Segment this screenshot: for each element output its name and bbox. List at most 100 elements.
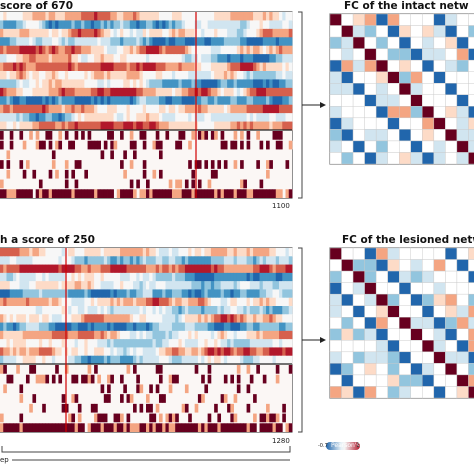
top-activity-cell xyxy=(16,87,20,97)
bottom-activity-cell xyxy=(253,322,257,332)
bottom-activity-cell xyxy=(246,330,251,340)
bottom-fc-title: FC of the lesioned netw xyxy=(342,234,474,246)
top-activity-cell xyxy=(126,20,131,30)
top-activity-cell xyxy=(84,62,88,72)
top-activity-cell xyxy=(201,28,205,38)
top-activity-cell xyxy=(240,96,244,106)
bottom-activity-cell xyxy=(288,314,293,323)
top-activity-cell xyxy=(113,71,118,80)
top-activity-cell xyxy=(171,54,176,63)
bottom-activity-cell xyxy=(275,289,280,299)
bottom-activity-cell xyxy=(32,306,37,315)
bottom-activity-cell xyxy=(204,347,209,357)
top-activity-cell xyxy=(129,87,134,97)
bottom-activity-cell xyxy=(38,314,43,323)
bottom-activity-cell xyxy=(194,264,199,274)
top-activity-cell xyxy=(168,54,173,63)
top-activity-cell xyxy=(97,37,101,47)
top-activity-cell xyxy=(58,121,63,131)
intact-fc-cell xyxy=(341,13,354,26)
top-activity-spike xyxy=(129,179,134,189)
bottom-activity-spike xyxy=(165,413,170,423)
top-activity-cell xyxy=(87,87,92,97)
bottom-activity-cell xyxy=(146,314,150,323)
bottom-activity-cell xyxy=(19,272,24,282)
bottom-activity-spike xyxy=(240,423,244,432)
top-activity-spike xyxy=(16,189,20,198)
top-activity-spike xyxy=(0,140,4,150)
top-activity-cell xyxy=(175,96,179,106)
bottom-activity-cell xyxy=(110,330,114,340)
top-activity-cell xyxy=(90,71,95,80)
bottom-activity-cell xyxy=(146,347,150,357)
bottom-activity-cell xyxy=(100,272,105,282)
lesioned-fc-cell xyxy=(468,374,474,387)
top-activity-spike xyxy=(97,189,101,198)
bottom-activity-cell xyxy=(214,281,218,290)
top-activity-cell xyxy=(249,12,254,21)
bottom-activity-cell xyxy=(84,306,88,315)
lesioned-fc-cell xyxy=(352,282,365,295)
top-activity-cell xyxy=(197,28,202,38)
top-activity-spike xyxy=(97,140,101,150)
bottom-activity-cell xyxy=(165,314,170,323)
bottom-activity-cell xyxy=(74,281,79,290)
top-activity-cell xyxy=(279,96,283,106)
bottom-activity-cell xyxy=(71,281,76,290)
top-activity-spike xyxy=(181,189,186,198)
bottom-activity-cell xyxy=(19,347,24,357)
top-activity-cell xyxy=(123,37,127,47)
bottom-activity-cell xyxy=(188,281,192,290)
top-activity-cell xyxy=(272,20,277,30)
top-activity-cell xyxy=(266,62,270,72)
top-activity-cell xyxy=(100,96,105,106)
top-activity-cell xyxy=(262,45,267,55)
top-activity-cell xyxy=(236,12,241,21)
bottom-activity-cell xyxy=(45,264,50,274)
intact-fc-cell xyxy=(364,13,377,26)
top-activity-spike xyxy=(210,169,215,179)
top-activity-cell xyxy=(71,12,76,21)
bottom-activity-cell xyxy=(51,281,56,290)
bottom-activity-cell xyxy=(210,281,215,290)
top-activity-cell xyxy=(74,121,79,131)
bottom-activity-cell xyxy=(201,289,205,299)
bottom-activity-cell xyxy=(136,330,140,340)
top-activity-cell xyxy=(71,96,76,106)
bottom-activity-cell xyxy=(282,339,286,348)
top-activity-cell xyxy=(68,37,72,47)
top-activity-cell xyxy=(58,28,63,38)
intact-fc-cell xyxy=(329,94,342,107)
top-activity-cell xyxy=(3,121,7,131)
bottom-activity-cell xyxy=(279,289,283,299)
bottom-activity-cell xyxy=(168,272,173,282)
bottom-activity-cell xyxy=(90,355,95,365)
bottom-activity-cell xyxy=(256,248,260,257)
intact-fc-cell xyxy=(456,152,469,165)
bottom-activity-cell xyxy=(227,256,231,265)
top-activity-cell xyxy=(217,96,222,106)
bottom-activity-cell xyxy=(230,339,234,348)
intact-fc-cell xyxy=(387,13,400,26)
bottom-activity-cell xyxy=(256,256,260,265)
bottom-activity-cell xyxy=(16,330,20,340)
bottom-activity-spike xyxy=(152,413,157,423)
bottom-activity-cell xyxy=(272,322,277,332)
bottom-activity-cell xyxy=(133,355,137,365)
bottom-activity-spike xyxy=(168,413,173,423)
top-activity-cell xyxy=(214,113,218,122)
bottom-activity-cell xyxy=(240,264,244,274)
top-activity-cell xyxy=(129,12,134,21)
bottom-activity-cell xyxy=(204,306,209,315)
top-activity-cell xyxy=(81,54,85,63)
bottom-activity-cell xyxy=(61,306,66,315)
bottom-activity-cell xyxy=(19,248,24,257)
top-activity-cell xyxy=(58,20,63,30)
intact-fc-cell xyxy=(433,117,446,130)
top-activity-cell xyxy=(282,28,286,38)
bottom-activity-cell xyxy=(155,256,160,265)
bottom-activity-cell xyxy=(87,347,92,357)
top-activity-cell xyxy=(116,113,121,122)
bottom-activity-spike xyxy=(42,374,46,384)
bottom-activity-cell xyxy=(55,272,59,282)
